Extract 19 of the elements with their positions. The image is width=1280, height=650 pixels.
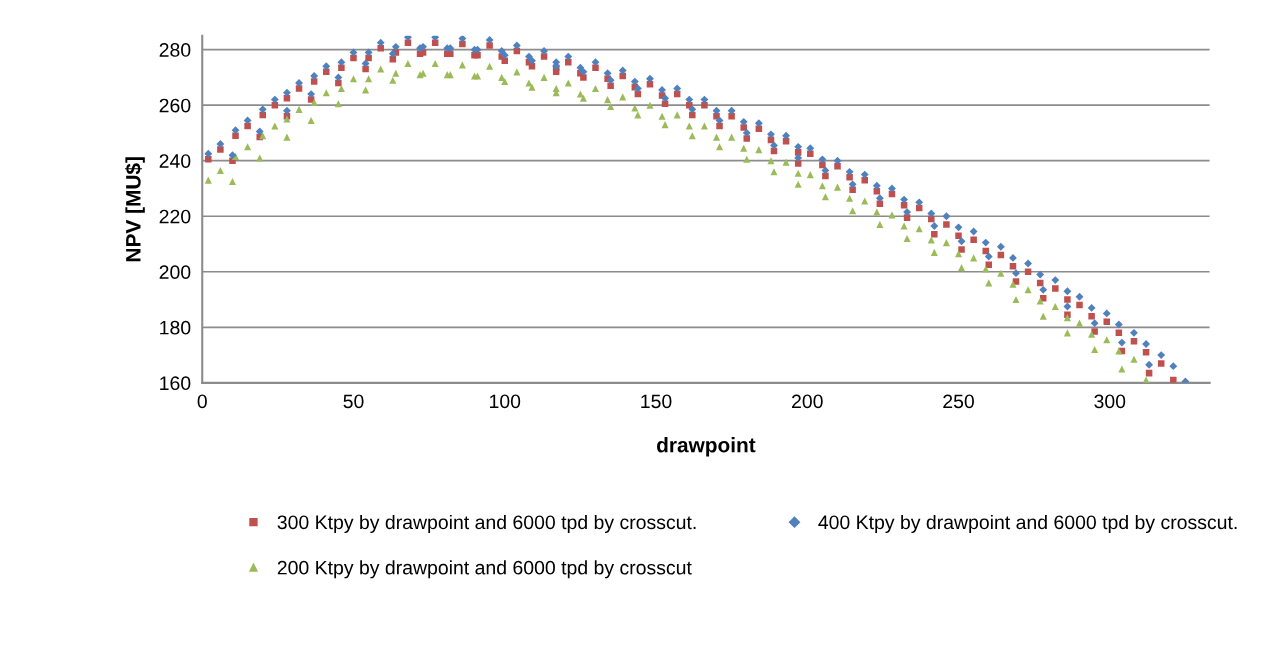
- y-tick-label: 240: [159, 154, 191, 168]
- y-axis-title: NPV [MU$]: [125, 157, 145, 262]
- x-tick-label: 250: [943, 394, 974, 409]
- legend-label: 300 Ktpy by drawpoint and 6000 tpd by crosscut.: [277, 514, 696, 534]
- x-tick-label: 100: [490, 394, 521, 409]
- y-tick-label: 220: [159, 209, 191, 224]
- legend-label: 200 Ktpy by drawpoint and 6000 tpd by crosscut: [277, 560, 692, 579]
- y-tick-label: 280: [159, 43, 191, 57]
- y-tick-label: 180: [160, 320, 191, 335]
- y-tick-label: 160: [160, 376, 191, 391]
- legend-label: 400 Ktpy by drawpoint and 6000 tpd by crosscut.: [818, 514, 1237, 534]
- x-tick-label: 0: [197, 394, 207, 409]
- x-tick-label: 50: [343, 394, 364, 409]
- x-tick-label: 150: [641, 394, 672, 409]
- x-tick-label: 200: [792, 394, 823, 409]
- y-tick-label: 200: [159, 265, 191, 280]
- y-tick-label: 260: [159, 98, 191, 113]
- x-tick-label: 300: [1094, 394, 1126, 409]
- x-axis-title: drawpoint: [657, 437, 756, 457]
